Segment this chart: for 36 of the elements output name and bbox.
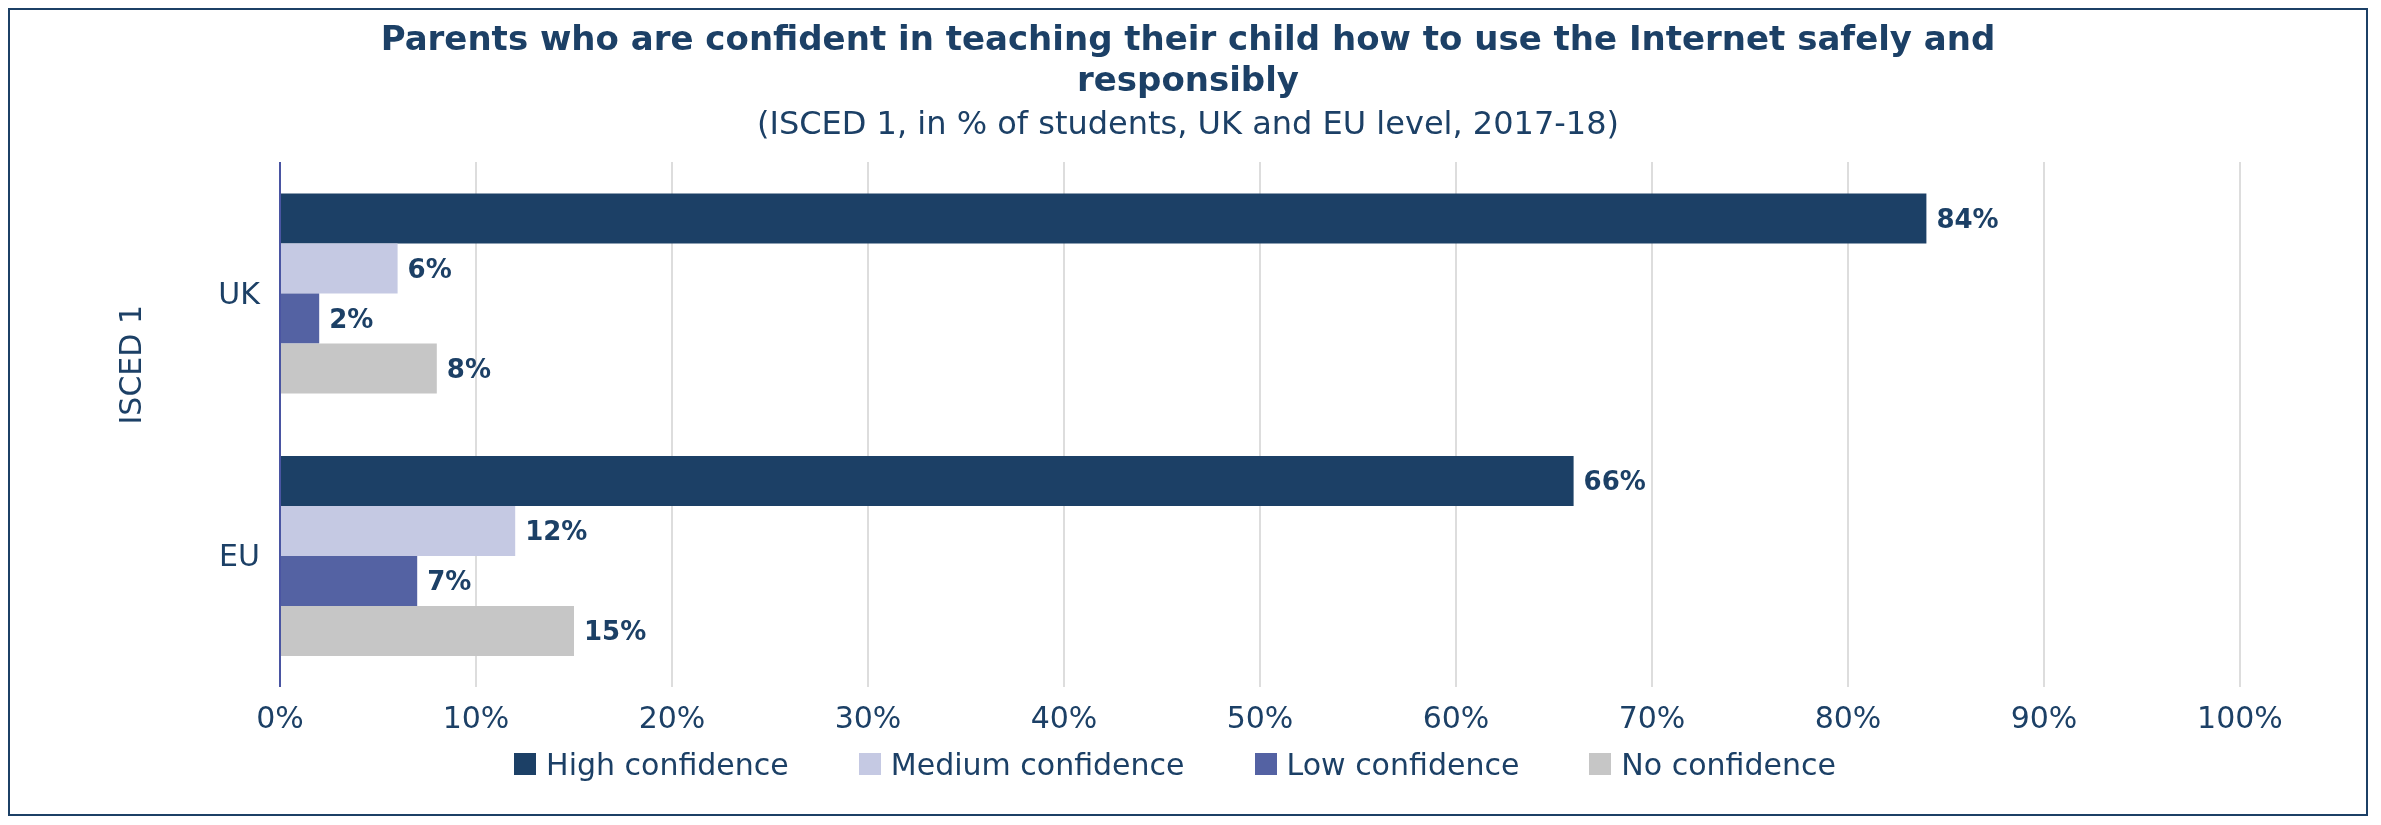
x-tick-label: 90%: [2010, 699, 2078, 735]
bar: [280, 555, 418, 606]
chart-title: Parents who are confident in teaching their child how to use the Internet safely and responsibly: [379, 18, 1997, 100]
bar: [280, 193, 1927, 244]
bar: [280, 455, 1574, 506]
bar: [280, 343, 437, 394]
data-label: 66%: [1583, 465, 1646, 496]
x-tick-label: 80%: [1814, 699, 1882, 735]
x-tick-label: 50%: [1226, 699, 1294, 735]
legend-label: High confidence: [546, 746, 789, 782]
legend-label: No confidence: [1621, 746, 1836, 782]
legend-label: Low confidence: [1286, 746, 1520, 782]
data-label: 12%: [525, 515, 588, 546]
data-label: 8%: [446, 353, 491, 384]
y-tick-label: EU: [219, 537, 260, 573]
data-label: 2%: [329, 303, 374, 334]
data-label: 7%: [427, 565, 472, 596]
x-tick-label: 40%: [1030, 699, 1098, 735]
x-tick-label: 60%: [1422, 699, 1490, 735]
y-axis-title: ISCED 1: [112, 304, 148, 425]
bar: [280, 293, 320, 344]
data-label: 15%: [584, 615, 647, 646]
x-tick-label: 20%: [638, 699, 706, 735]
data-label: 6%: [407, 253, 452, 284]
x-tick-label: 0%: [256, 699, 304, 735]
y-tick-label: UK: [218, 275, 262, 311]
legend-label: Medium confidence: [890, 746, 1185, 782]
x-tick-label: 30%: [834, 699, 902, 735]
bar: [280, 605, 574, 656]
x-tick-label: 10%: [442, 699, 510, 735]
bar: [280, 505, 516, 556]
data-label: 84%: [1936, 203, 1999, 234]
x-tick-label: 70%: [1618, 699, 1686, 735]
chart-subtitle: (ISCED 1, in % of students, UK and EU level, 2017-18): [756, 103, 1620, 142]
x-tick-label: 100%: [2197, 699, 2283, 735]
bar: [280, 243, 398, 294]
